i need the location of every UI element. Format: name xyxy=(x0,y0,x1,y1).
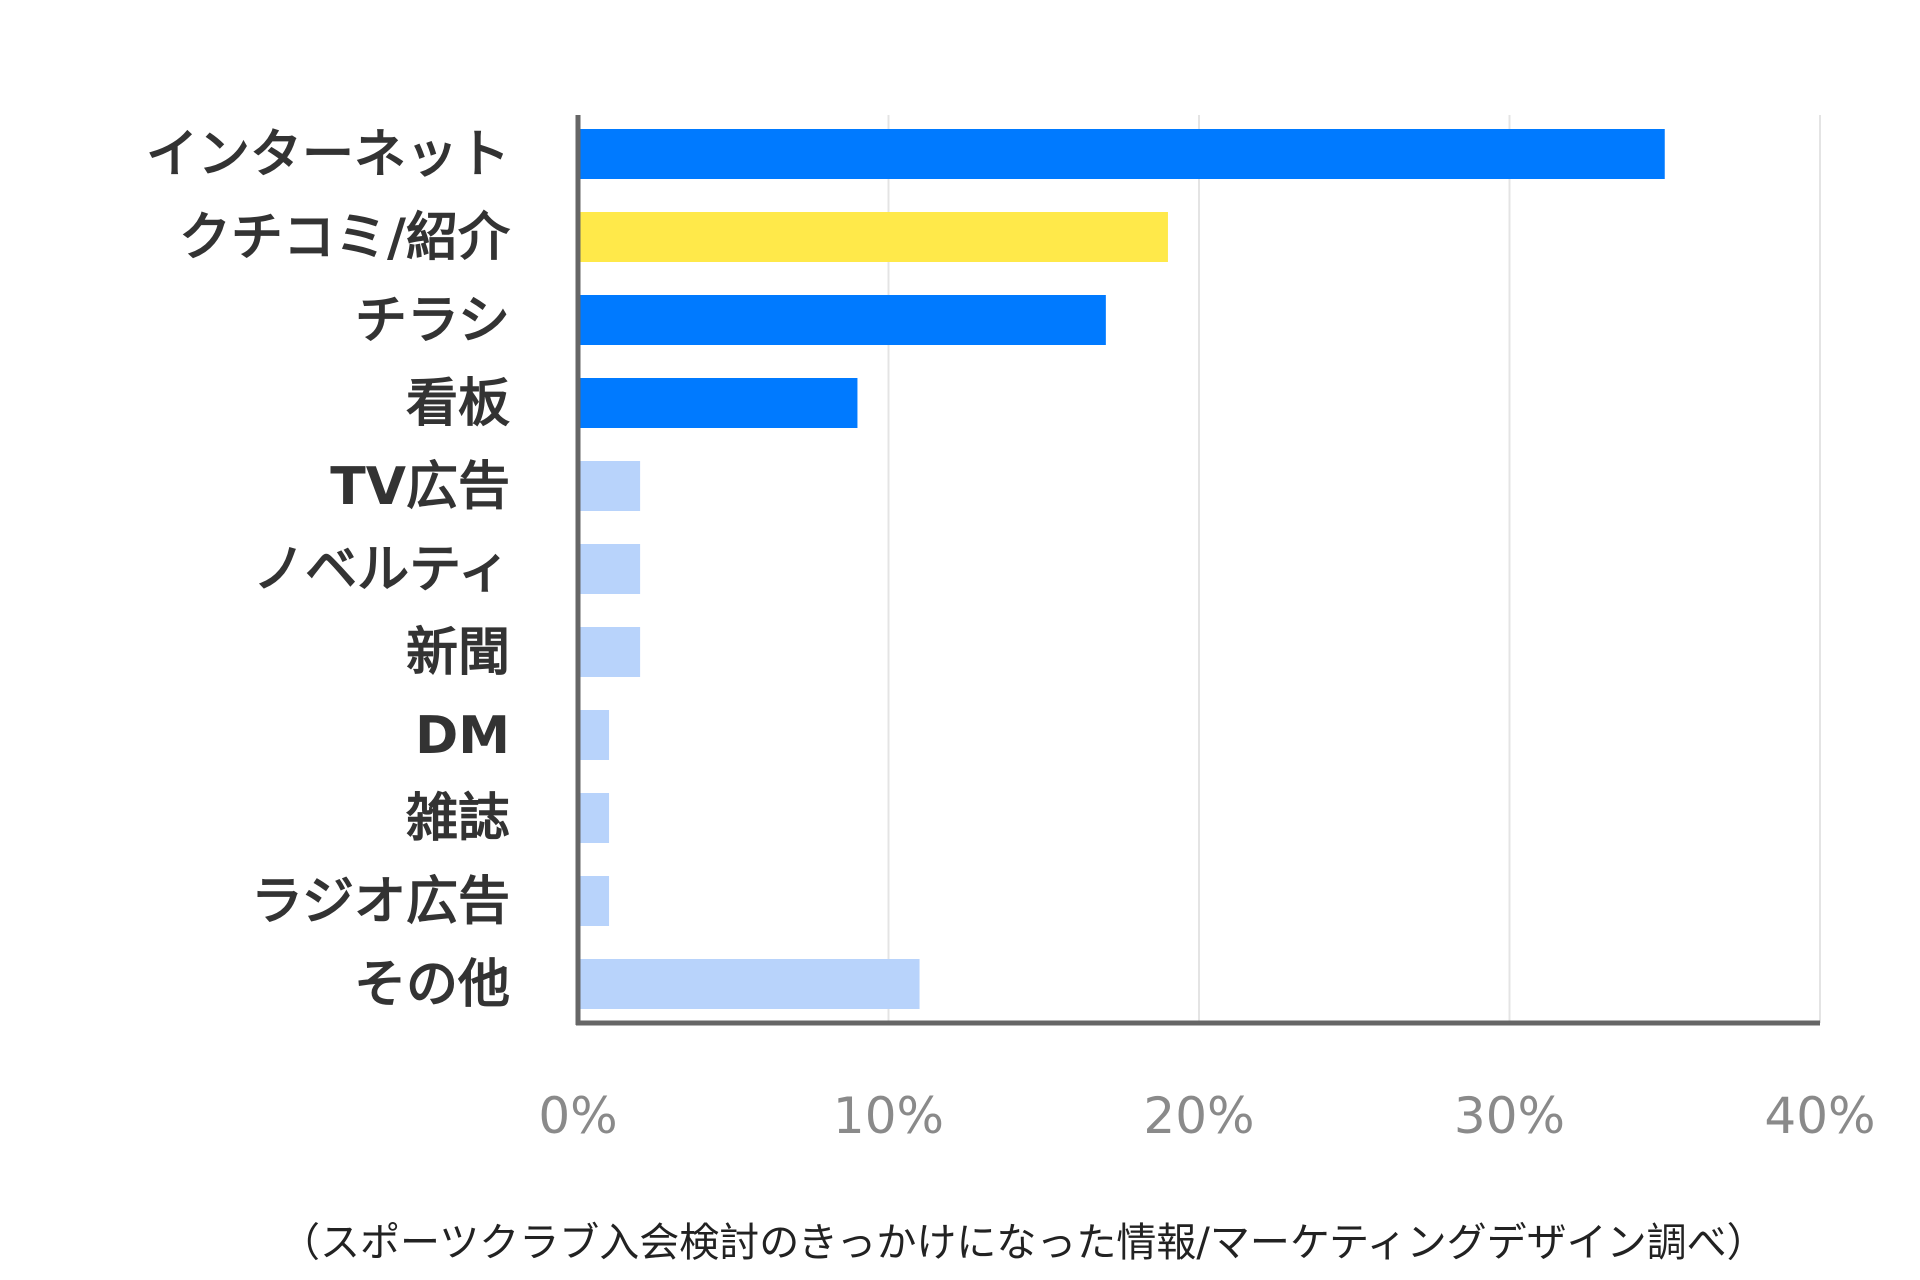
category-label: 看板 xyxy=(406,374,510,434)
category-label: 新聞 xyxy=(406,623,510,683)
x-tick-label: 30% xyxy=(1454,1087,1565,1145)
x-tick-label: 40% xyxy=(1764,1087,1875,1145)
category-label: 雑誌 xyxy=(405,789,510,849)
category-label: クチコミ/紹介 xyxy=(179,208,511,268)
bar xyxy=(578,627,641,677)
bar-layer xyxy=(578,129,1665,1009)
x-tick-label: 20% xyxy=(1143,1087,1254,1145)
source-note: （スポーツクラブ入会検討のきっかけになった情報/マーケティングデザイン調べ） xyxy=(280,1220,1767,1266)
bar xyxy=(578,295,1106,345)
category-label: ノベルティ xyxy=(253,540,510,600)
bar xyxy=(578,710,610,760)
x-tick-label: 10% xyxy=(833,1087,944,1145)
bar xyxy=(578,876,610,926)
category-label: TV広告 xyxy=(330,457,510,517)
bar xyxy=(578,129,1665,179)
x-tick-label: 0% xyxy=(538,1087,617,1145)
bar xyxy=(578,959,920,1009)
grid-layer xyxy=(887,115,1821,1023)
bar xyxy=(578,793,610,843)
category-label: チラシ xyxy=(355,291,510,351)
category-label: ラジオ広告 xyxy=(251,872,510,932)
bar xyxy=(578,212,1168,262)
bar xyxy=(578,461,641,511)
bar xyxy=(578,544,641,594)
category-label: インターネット xyxy=(146,125,510,185)
category-label: DM xyxy=(415,706,510,766)
bar xyxy=(578,378,858,428)
axis-layer xyxy=(575,115,1820,1026)
category-label: その他 xyxy=(354,955,510,1015)
